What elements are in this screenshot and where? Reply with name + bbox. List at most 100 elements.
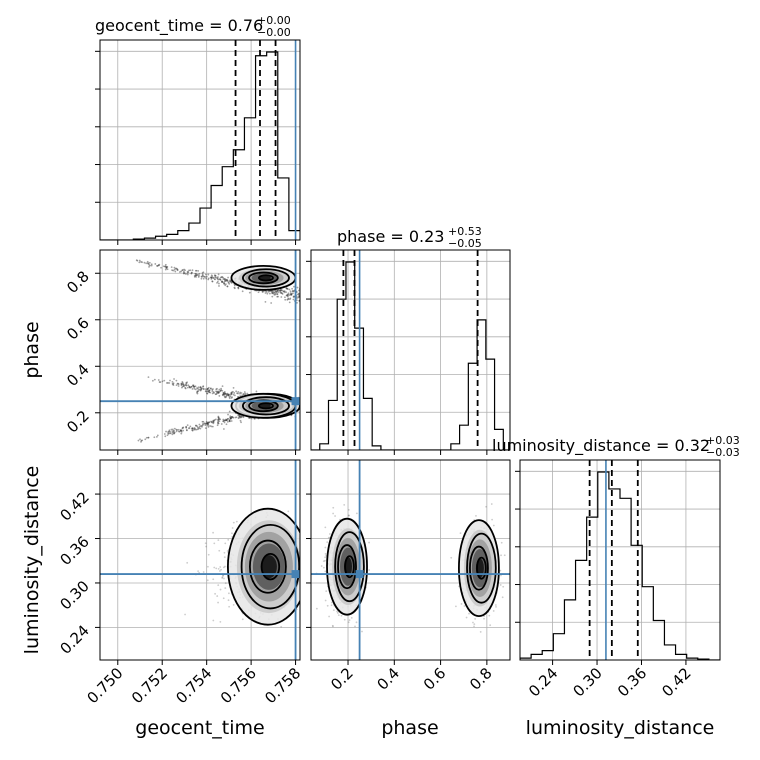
scatter-point [147,262,150,265]
scatter-point [222,391,225,394]
scatter-point [206,388,209,391]
scatter-point [286,287,289,290]
scatter-point [140,439,143,442]
scatter-point [150,263,153,266]
scatter-point [242,393,245,396]
scatter-point [182,270,185,273]
scatter-point [210,276,213,279]
scatter-point [217,392,220,394]
scatter-point [276,293,279,296]
scatter-point [203,423,205,425]
scatter-point [347,514,350,517]
tick-label-y-luminosity_distance: 0.42 [56,488,92,524]
scatter-point [223,391,225,394]
scatter-point [191,429,194,432]
scatter-point [348,514,350,517]
scatter-point [171,428,174,431]
scatter-point [271,290,274,292]
scatter-point [173,378,175,380]
hist-line-phase [311,261,510,450]
panel-frame [310,249,511,451]
scatter-point [354,625,356,628]
contour-line [458,519,500,618]
scatter-point [324,570,327,573]
scatter-point [279,290,282,293]
scatter-point [217,539,220,542]
scatter-point [332,506,335,509]
scatter-point [137,439,140,442]
scatter-point [176,268,179,271]
scatter-point [315,607,318,610]
scatter-point [196,392,199,395]
scatter-point [171,433,174,436]
scatter-point [139,438,141,441]
scatter-point [206,392,209,395]
scatter-point [463,605,466,607]
scatter-point [185,382,188,384]
scatter-point [173,427,176,430]
scatter-point [169,430,172,433]
scatter-point [211,388,214,391]
scatter-point [215,393,218,396]
scatter-point [273,291,275,294]
scatter-point [473,623,476,625]
scatter-point [500,554,502,557]
scatter-point [182,271,185,274]
scatter-point [324,559,326,562]
scatter-point [188,269,190,272]
scatter-point [332,609,335,612]
scatter-point [219,390,222,392]
scatter-point [270,302,273,304]
scatter-point [282,290,285,293]
scatter-point [192,384,195,387]
scatter-point [197,273,199,276]
scatter-point [279,291,282,294]
scatter-point [193,385,196,388]
scatter-point [184,269,187,272]
scatter-point [217,584,220,587]
scatter-point [233,284,236,287]
panel-frame [99,39,301,241]
scatter-point [174,270,177,273]
scatter-point [151,379,154,382]
scatter-point [221,385,224,388]
scatter-point [227,394,230,396]
scatter-point [285,291,288,294]
scatter-point [210,425,213,428]
scatter-point [337,614,340,617]
scatter-point [241,290,244,293]
scatter-point [185,426,188,428]
scatter-point [224,393,227,396]
scatter-point [148,263,150,266]
scatter-point [276,289,279,292]
scatter-point [202,385,204,388]
scatter-point [300,592,302,594]
scatter-point [228,418,231,421]
panel-frame [310,459,511,661]
scatter-point [324,556,326,559]
scatter-point [154,263,157,265]
scatter-point [191,427,194,430]
scatter-point [500,541,503,544]
scatter-point [175,428,178,431]
scatter-point [212,277,214,279]
scatter-point [279,289,281,292]
title-geocent_time-minus: −0.00 [257,26,291,39]
scatter-point [288,298,291,301]
truth-marker [291,397,300,406]
scatter-point [276,290,279,292]
scatter-point [315,568,317,570]
scatter-point [361,630,363,633]
scatter-point [240,416,242,419]
scatter-point [227,413,229,416]
scatter-point [204,542,207,545]
scatter-point [234,416,237,419]
scatter-point [328,615,331,618]
scatter-point [161,380,164,383]
scatter-point [208,389,211,392]
scatter-point [220,389,223,391]
panel-content [100,250,300,450]
scatter-point [197,570,200,573]
scatter-point [196,390,199,393]
scatter-point [253,417,256,420]
